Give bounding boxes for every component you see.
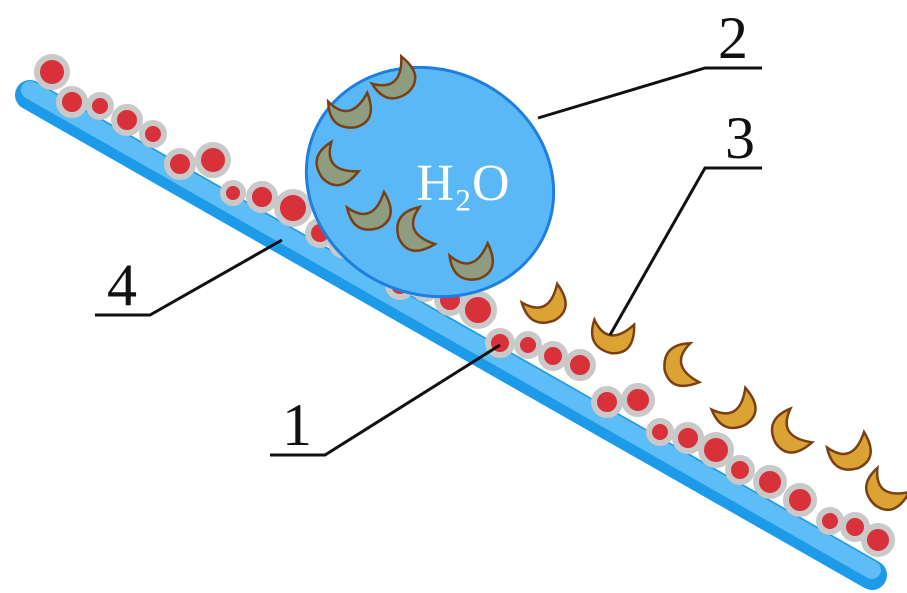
label-3: 3: [725, 105, 755, 171]
particle: [591, 386, 623, 418]
contaminant: [519, 280, 567, 325]
contaminants: [315, 53, 907, 512]
particle: [621, 383, 655, 417]
label-4: 4: [107, 252, 137, 318]
label-1: 1: [282, 392, 312, 458]
contaminant: [663, 341, 703, 388]
particle: [195, 142, 231, 178]
particle: [459, 291, 497, 329]
contaminant: [770, 406, 815, 454]
particle: [111, 104, 143, 136]
particle: [753, 465, 787, 499]
leaders: [95, 66, 762, 457]
particle: [861, 523, 895, 557]
contaminant: [369, 53, 417, 100]
contaminant: [315, 139, 362, 187]
contaminant: [825, 429, 872, 471]
contaminant: [447, 240, 495, 281]
particle: [672, 422, 704, 454]
particle: [698, 432, 734, 468]
particle: [164, 148, 196, 180]
contaminant: [865, 464, 907, 512]
particle: [783, 483, 817, 517]
particle: [56, 86, 88, 118]
label-2: 2: [718, 5, 748, 71]
contaminant: [590, 316, 636, 355]
particle: [86, 92, 114, 120]
particle: [840, 512, 870, 542]
particle: [34, 54, 70, 90]
contaminant: [345, 189, 392, 231]
particle: [139, 120, 167, 148]
contaminant: [396, 205, 438, 252]
particle: [725, 455, 755, 485]
contaminant: [326, 89, 373, 129]
water-drop: [304, 65, 556, 299]
particle: [514, 331, 542, 359]
contaminant: [709, 385, 757, 430]
particle: [220, 180, 246, 206]
particle: [538, 341, 568, 371]
drop-label: H₂O: [416, 155, 509, 212]
particle: [564, 349, 596, 381]
particle: [816, 507, 844, 535]
particle: [246, 181, 278, 213]
particle: [274, 189, 312, 227]
particle: [646, 418, 674, 446]
